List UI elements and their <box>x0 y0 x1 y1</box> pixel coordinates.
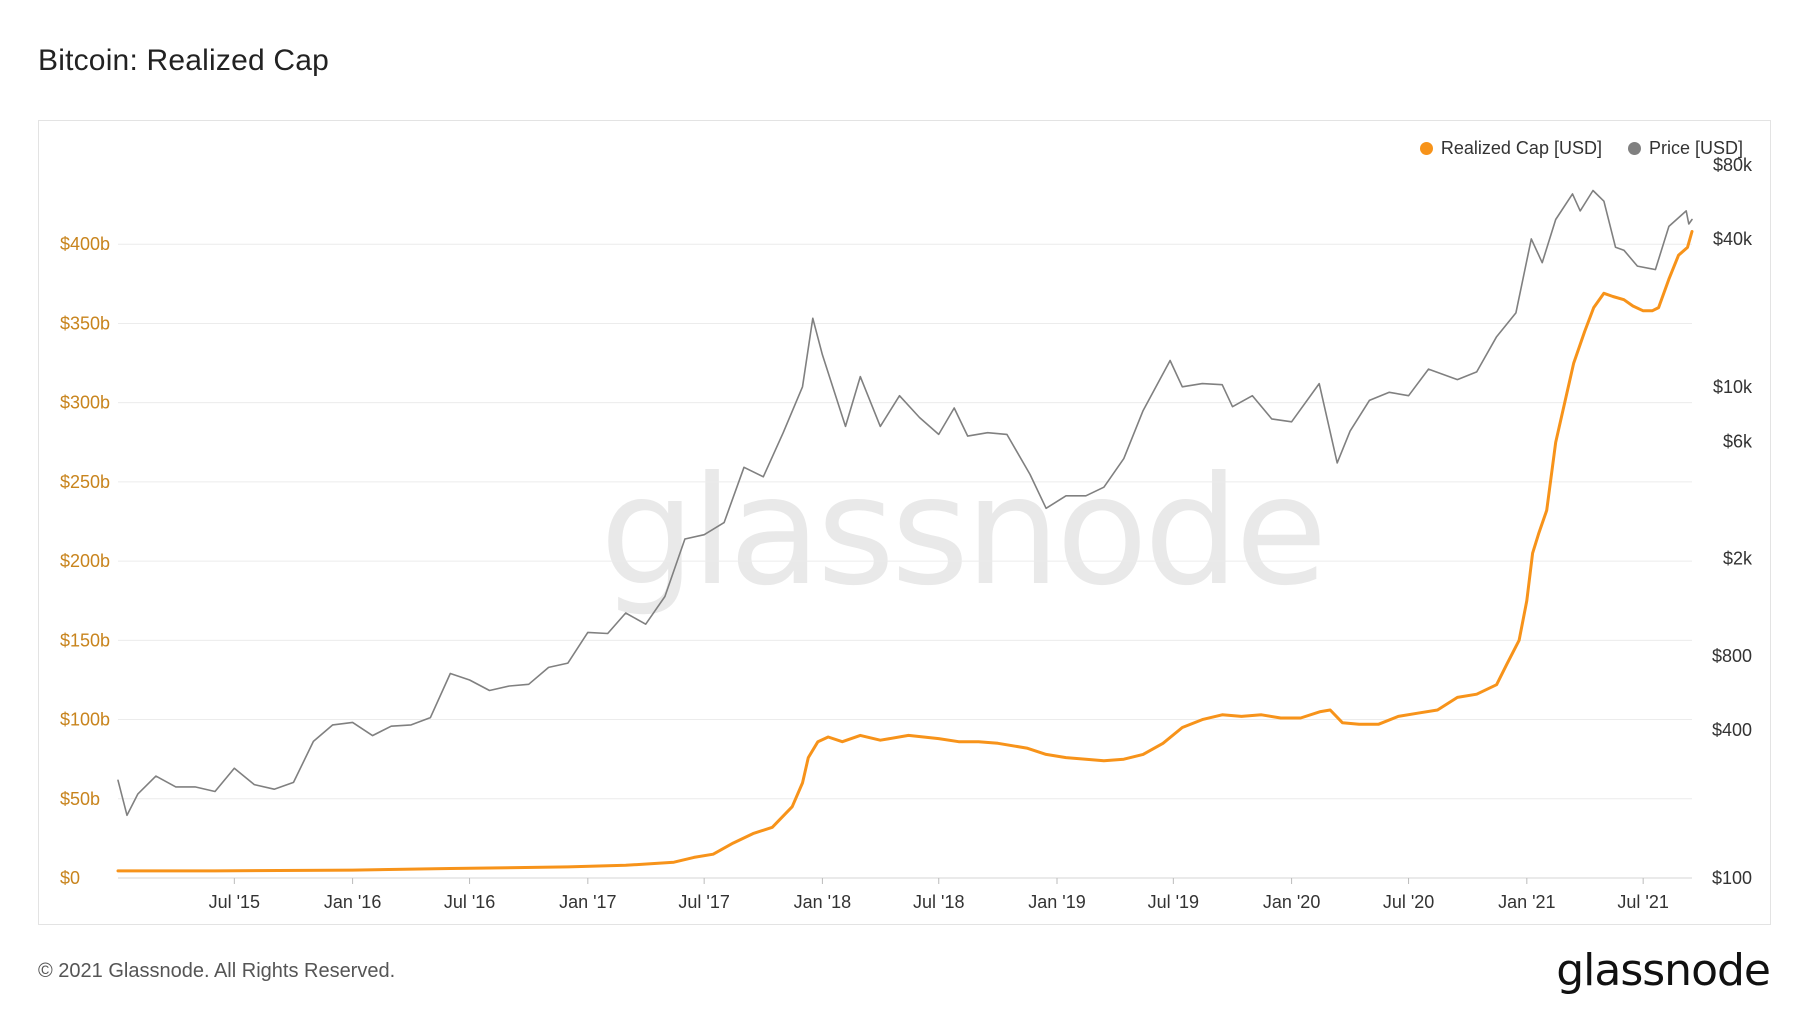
x-axis-tick-label: Jul '21 <box>1617 892 1668 912</box>
right-axis-tick-label: $80k <box>1713 155 1753 175</box>
left-axis-tick-label: $300b <box>60 393 110 413</box>
right-axis-tick-label: $400 <box>1712 720 1752 740</box>
left-axis-tick-label: $400b <box>60 234 110 254</box>
legend-label-price: Price [USD] <box>1648 138 1743 158</box>
footer-copyright: © 2021 Glassnode. All Rights Reserved. <box>38 960 396 982</box>
x-axis-tick-label: Jan '16 <box>324 892 381 912</box>
left-axis-tick-label: $350b <box>60 313 110 333</box>
left-axis-tick-label: $0 <box>60 868 80 888</box>
x-axis-tick-label: Jul '20 <box>1383 892 1434 912</box>
legend-dot-realized-cap <box>1419 142 1433 155</box>
right-axis-tick-label: $100 <box>1712 868 1752 888</box>
left-axis-tick-label: $150b <box>60 630 110 650</box>
x-axis-tick-label: Jul '18 <box>913 892 964 912</box>
legend-dot-price <box>1627 142 1641 155</box>
right-axis-tick-label: $6k <box>1723 431 1753 451</box>
chart-title: Bitcoin: Realized Cap <box>38 44 330 77</box>
series-line-price <box>117 189 1693 817</box>
left-axis-tick-label: $50b <box>60 789 100 809</box>
right-axis-tick-label: $800 <box>1712 646 1752 666</box>
x-axis-tick-label: Jan '17 <box>559 892 616 912</box>
legend-item-realized-cap[interactable]: Realized Cap [USD] <box>1419 138 1602 159</box>
right-axis-tick-label: $40k <box>1713 229 1753 249</box>
left-axis-tick-label: $250b <box>60 472 110 492</box>
x-axis-tick-label: Jul '19 <box>1148 892 1199 912</box>
chart-legend: Realized Cap [USD] Price [USD] <box>1419 138 1743 159</box>
series-line-realized-cap <box>116 230 1694 873</box>
left-axis-tick-label: $200b <box>60 551 110 571</box>
brand-logo: glassnode <box>1556 945 1771 996</box>
right-axis-tick-label: $10k <box>1713 377 1753 397</box>
left-axis-tick-label: $100b <box>60 710 110 730</box>
right-axis-tick-label: $2k <box>1723 548 1753 568</box>
x-axis-tick-label: Jan '21 <box>1498 892 1555 912</box>
legend-item-price[interactable]: Price [USD] <box>1627 138 1743 159</box>
x-axis-tick-label: Jul '17 <box>678 892 729 912</box>
x-axis-tick-label: Jan '20 <box>1263 892 1320 912</box>
x-axis-tick-label: Jan '18 <box>794 892 851 912</box>
x-axis-tick-label: Jul '15 <box>209 892 260 912</box>
x-axis-tick-label: Jul '16 <box>444 892 495 912</box>
legend-label-realized-cap: Realized Cap [USD] <box>1440 138 1602 158</box>
chart-frame <box>38 120 1771 925</box>
x-axis-tick-label: Jan '19 <box>1028 892 1085 912</box>
